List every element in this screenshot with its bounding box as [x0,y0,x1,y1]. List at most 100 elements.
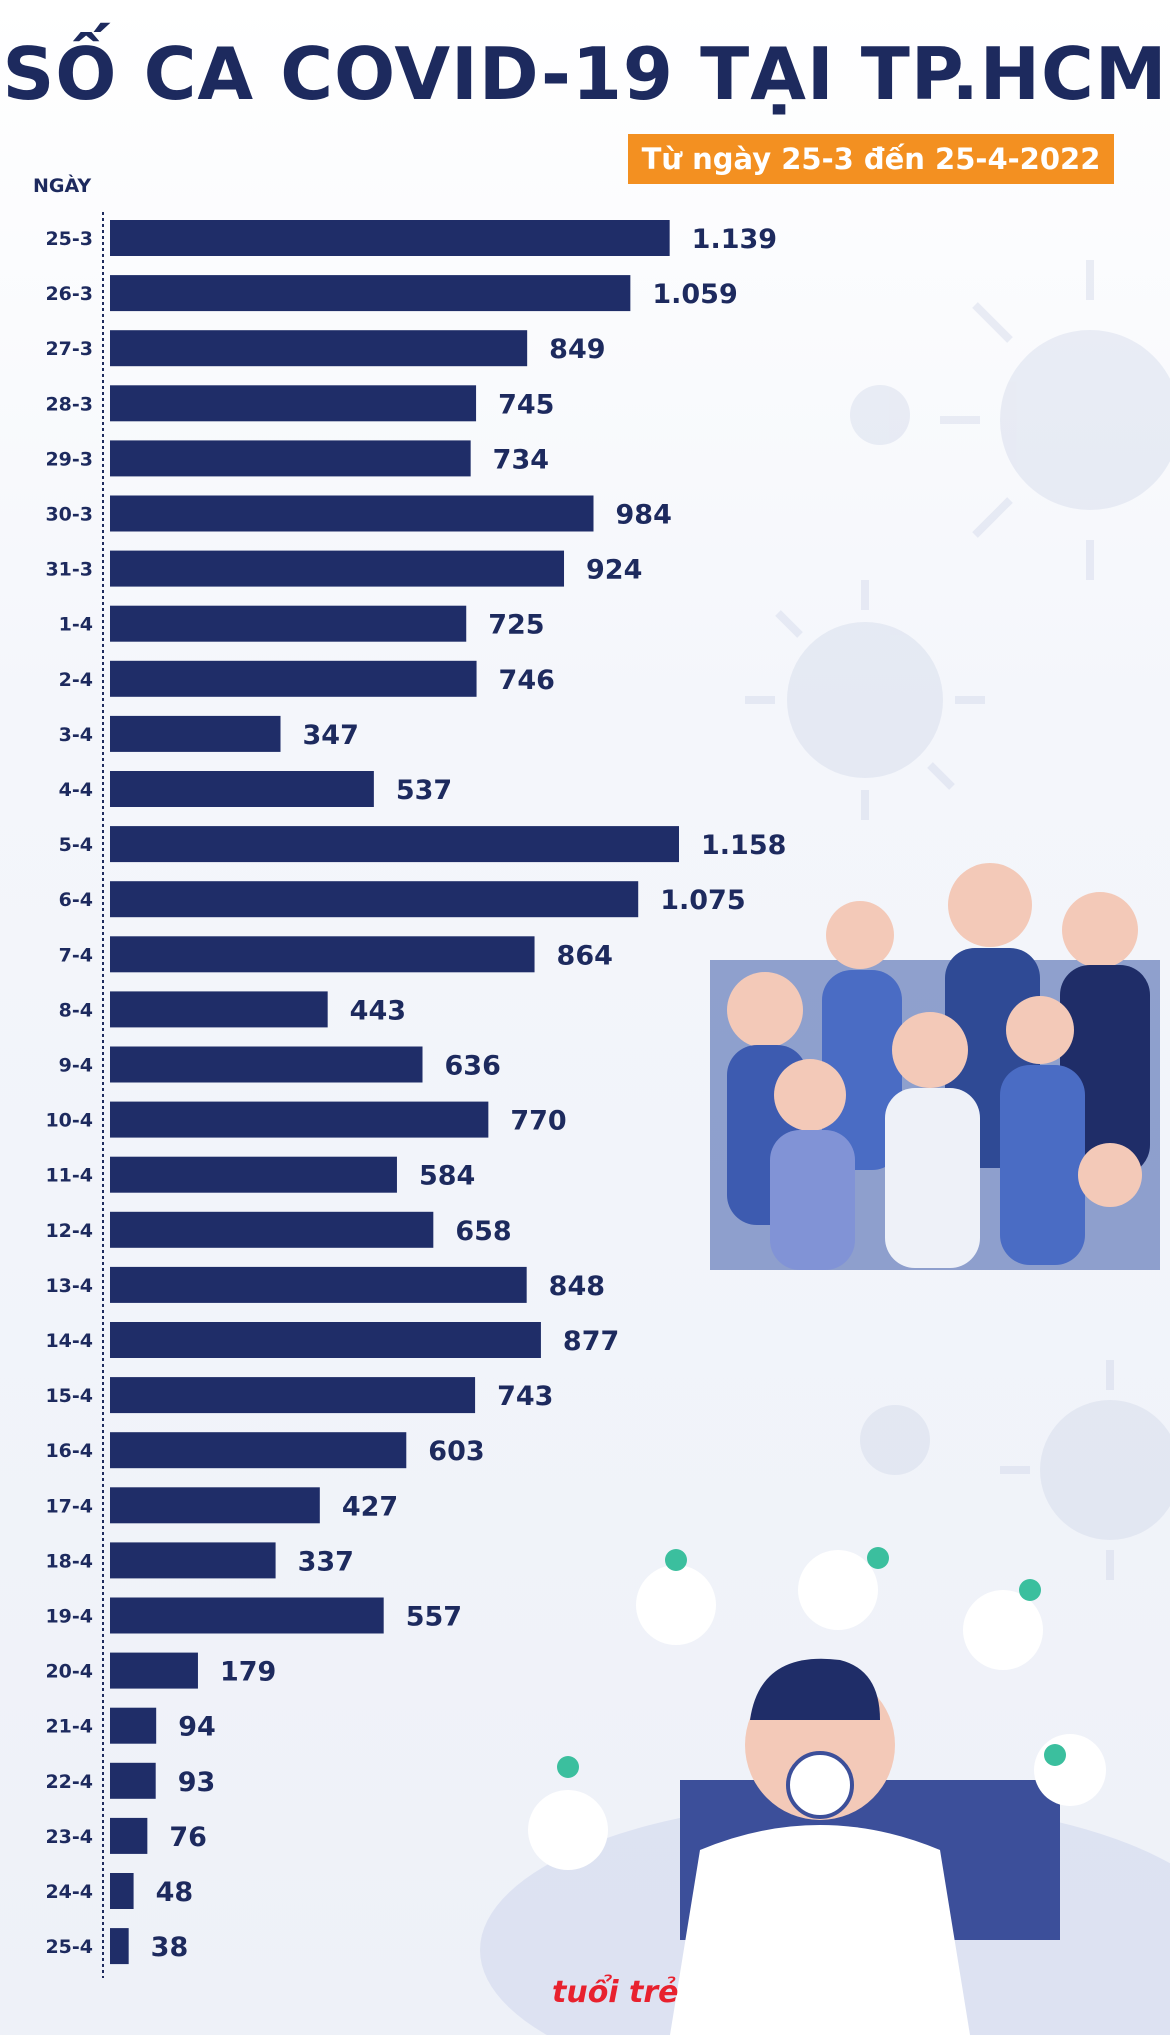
crowd-illustration [710,863,1160,1270]
category-label: 5-4 [59,834,93,856]
value-label: 1.059 [652,279,737,310]
category-label: 27-3 [45,338,93,360]
value-label: 1.075 [660,885,745,916]
doctor-illustration [480,1658,1170,2035]
category-label: 29-3 [45,448,93,470]
value-label: 179 [220,1657,276,1688]
category-label: 28-3 [45,393,93,415]
bar [110,1322,541,1358]
category-label: 10-4 [45,1110,93,1132]
bar [110,991,328,1028]
bar [110,1542,276,1579]
category-label: 7-4 [59,944,93,966]
category-label: 23-4 [45,1826,93,1848]
bar [110,495,594,532]
category-label: 19-4 [45,1606,93,1628]
bar [110,1597,384,1634]
category-label: 15-4 [45,1385,93,1407]
bar [110,1266,527,1303]
value-label: 537 [396,775,452,806]
value-label: 746 [499,665,555,696]
bars-group: 25-3 1.139 26-3 1.059 27-3 849 28-3 745 29-3 734 3… [45,220,786,1965]
bar [110,936,535,973]
value-label: 984 [616,500,672,531]
bar [110,1762,156,1799]
category-label: 25-3 [45,228,93,250]
bar [110,440,471,477]
bar [110,1817,148,1854]
value-label: 76 [169,1822,207,1853]
category-label: 16-4 [45,1440,93,1462]
value-label: 849 [549,334,605,365]
bar [110,826,679,863]
value-label: 1.139 [692,224,777,255]
category-label: 2-4 [59,669,93,691]
bar [110,1707,157,1744]
value-label: 427 [342,1491,398,1522]
value-label: 603 [428,1436,484,1467]
value-label: 745 [498,389,554,420]
bar [110,385,477,422]
bar [110,881,639,918]
bar [110,1652,198,1689]
tuoi-tre-logo: tuổi trẻ [552,1975,679,2010]
bar [110,771,374,807]
category-label: 25-4 [45,1936,93,1958]
bar [110,1046,423,1083]
value-label: 658 [455,1216,511,1247]
bar [110,605,467,642]
y-axis-label: NGÀY [33,175,92,197]
category-label: 8-4 [59,999,93,1021]
category-label: 30-3 [45,504,93,526]
value-label: 443 [350,995,406,1026]
bar [110,660,477,697]
category-label: 24-4 [45,1881,93,1903]
category-label: 6-4 [59,889,93,911]
category-label: 4-4 [59,779,93,801]
bar [110,1928,129,1965]
bar [110,275,631,312]
value-label: 1.158 [701,830,786,861]
bar [110,330,528,367]
value-label: 770 [510,1106,566,1137]
chart-subtitle: Từ ngày 25-3 đến 25-4-2022 [628,134,1114,184]
bar [110,220,670,256]
value-label: 734 [493,444,549,475]
bar [110,1873,134,1909]
bar [110,550,565,587]
category-label: 3-4 [59,724,93,746]
value-label: 48 [156,1877,194,1908]
category-label: 20-4 [45,1661,93,1683]
category-label: 22-4 [45,1771,93,1793]
category-label: 9-4 [59,1055,93,1077]
value-label: 337 [298,1546,354,1577]
category-label: 21-4 [45,1716,93,1738]
virus-spikes-icon [745,260,1114,1580]
value-label: 877 [563,1326,619,1357]
category-label: 14-4 [45,1330,93,1352]
value-label: 93 [178,1767,216,1798]
value-label: 743 [497,1381,553,1412]
category-label: 17-4 [45,1495,93,1517]
value-label: 584 [419,1161,475,1192]
chart-title: SỐ CA COVID-19 TẠI TP.HCM [2,32,1168,116]
category-label: 13-4 [45,1275,93,1297]
category-label: 31-3 [45,559,93,581]
bar [110,715,281,752]
category-label: 18-4 [45,1550,93,1572]
value-label: 924 [586,555,642,586]
value-label: 557 [406,1602,462,1633]
bar [110,1156,397,1193]
virus-icon [787,330,1170,1540]
category-label: 1-4 [59,614,93,636]
category-label: 26-3 [45,283,93,305]
value-label: 725 [488,610,544,641]
value-label: 636 [445,1051,501,1082]
value-label: 347 [303,720,359,751]
bar [110,1487,320,1524]
value-label: 864 [557,940,613,971]
bar [110,1377,476,1414]
value-label: 848 [549,1271,605,1302]
